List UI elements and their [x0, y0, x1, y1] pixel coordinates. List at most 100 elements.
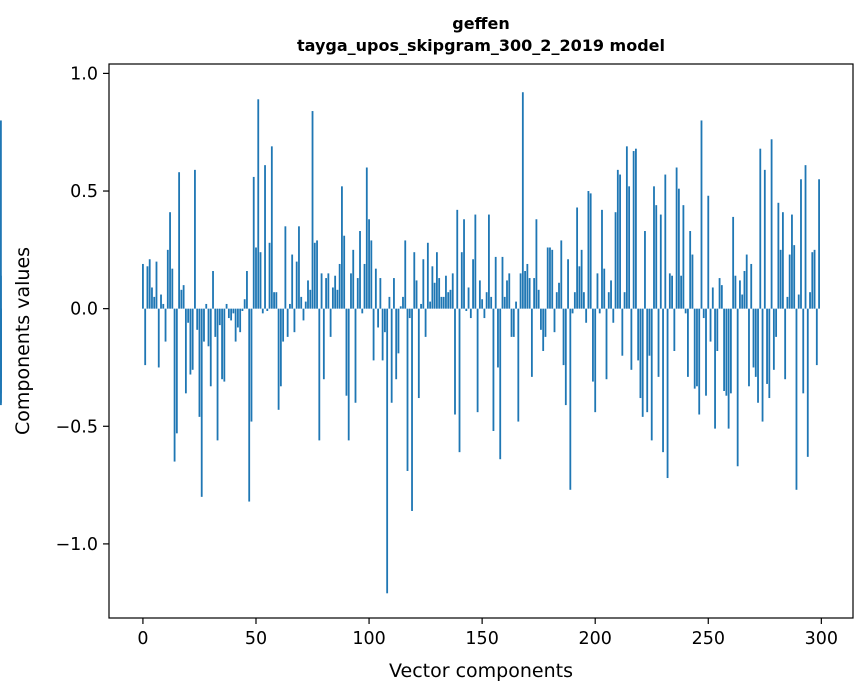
bar	[467, 287, 470, 309]
bar	[594, 308, 597, 413]
bar	[587, 191, 590, 309]
bar	[447, 292, 450, 309]
y-tick-label: 0.0	[70, 300, 98, 320]
bar	[811, 252, 814, 309]
bar	[687, 308, 689, 377]
bar	[207, 308, 210, 347]
bar	[668, 273, 671, 309]
bar	[422, 259, 425, 309]
bar	[793, 245, 796, 309]
bar	[173, 308, 176, 462]
bar	[646, 308, 649, 413]
bar	[261, 308, 264, 314]
bar	[205, 303, 208, 309]
axis-ticks: 0 50 100 150 200 250 300 −1.0 −0.5 0.0 0.5 1.0	[56, 64, 839, 649]
bar	[571, 308, 574, 314]
bar	[338, 263, 341, 309]
bar	[429, 301, 432, 309]
bar	[546, 247, 549, 309]
bar	[424, 308, 427, 337]
bar	[232, 308, 235, 314]
bar	[458, 308, 461, 453]
bar	[791, 214, 793, 309]
bar	[582, 292, 585, 309]
bar	[318, 308, 321, 441]
bar	[282, 308, 285, 342]
bar	[757, 308, 759, 403]
bar	[818, 179, 820, 309]
plot-frame	[108, 63, 854, 619]
bar	[372, 308, 375, 361]
bar	[302, 308, 305, 321]
bar	[562, 308, 565, 366]
bar	[456, 209, 459, 309]
bar	[0, 275, 2, 309]
bar	[325, 278, 327, 309]
bar	[341, 186, 343, 309]
bar	[250, 308, 253, 422]
bar	[813, 249, 816, 309]
bar	[438, 278, 441, 309]
bar	[160, 294, 162, 309]
bar	[239, 308, 242, 333]
y-tick-label: −1.0	[56, 535, 99, 555]
bar	[501, 256, 504, 309]
bar	[711, 287, 714, 309]
bar	[553, 308, 556, 333]
bar	[221, 308, 223, 380]
bar	[761, 308, 764, 422]
bar	[616, 169, 619, 309]
bar	[800, 179, 802, 309]
bar-series	[0, 92, 820, 594]
bar	[630, 308, 633, 370]
bar	[481, 299, 484, 309]
bar	[368, 219, 370, 309]
bar	[784, 308, 787, 380]
bar	[322, 308, 325, 380]
bar	[171, 268, 174, 309]
bar	[693, 308, 696, 389]
bar	[684, 308, 687, 314]
bar	[644, 231, 646, 309]
bar	[142, 263, 144, 309]
bar	[436, 252, 438, 309]
x-tick-label: 250	[692, 629, 725, 649]
bar	[537, 289, 540, 309]
bar	[723, 308, 726, 391]
bar	[442, 296, 445, 309]
bar	[311, 111, 314, 309]
bar	[212, 271, 214, 309]
bar	[399, 306, 402, 309]
bar	[377, 308, 380, 328]
bar	[585, 308, 588, 323]
bar	[420, 303, 422, 309]
bar	[0, 308, 2, 394]
bar	[621, 308, 624, 356]
bar	[304, 301, 307, 309]
bar	[666, 308, 669, 479]
bar	[0, 120, 2, 309]
bar	[440, 296, 443, 309]
bar	[264, 165, 266, 309]
bar	[395, 308, 398, 380]
bar	[350, 273, 352, 309]
bar	[445, 275, 447, 309]
bar	[426, 242, 429, 309]
chart-title-line2: tayga_upos_skipgram_300_2_2019 model	[297, 36, 665, 55]
bar	[748, 308, 750, 387]
bar	[252, 176, 255, 309]
bar	[739, 280, 741, 309]
bar	[743, 271, 746, 309]
y-axis-label: Components values	[12, 247, 34, 435]
bar	[209, 308, 212, 387]
bar	[709, 308, 712, 342]
bar	[388, 296, 391, 309]
bar	[720, 285, 723, 309]
bar	[675, 167, 678, 309]
bar	[279, 308, 282, 387]
bar	[408, 308, 411, 319]
bar	[345, 308, 348, 396]
bar	[632, 151, 635, 309]
bar	[508, 273, 511, 309]
bar	[526, 263, 529, 309]
